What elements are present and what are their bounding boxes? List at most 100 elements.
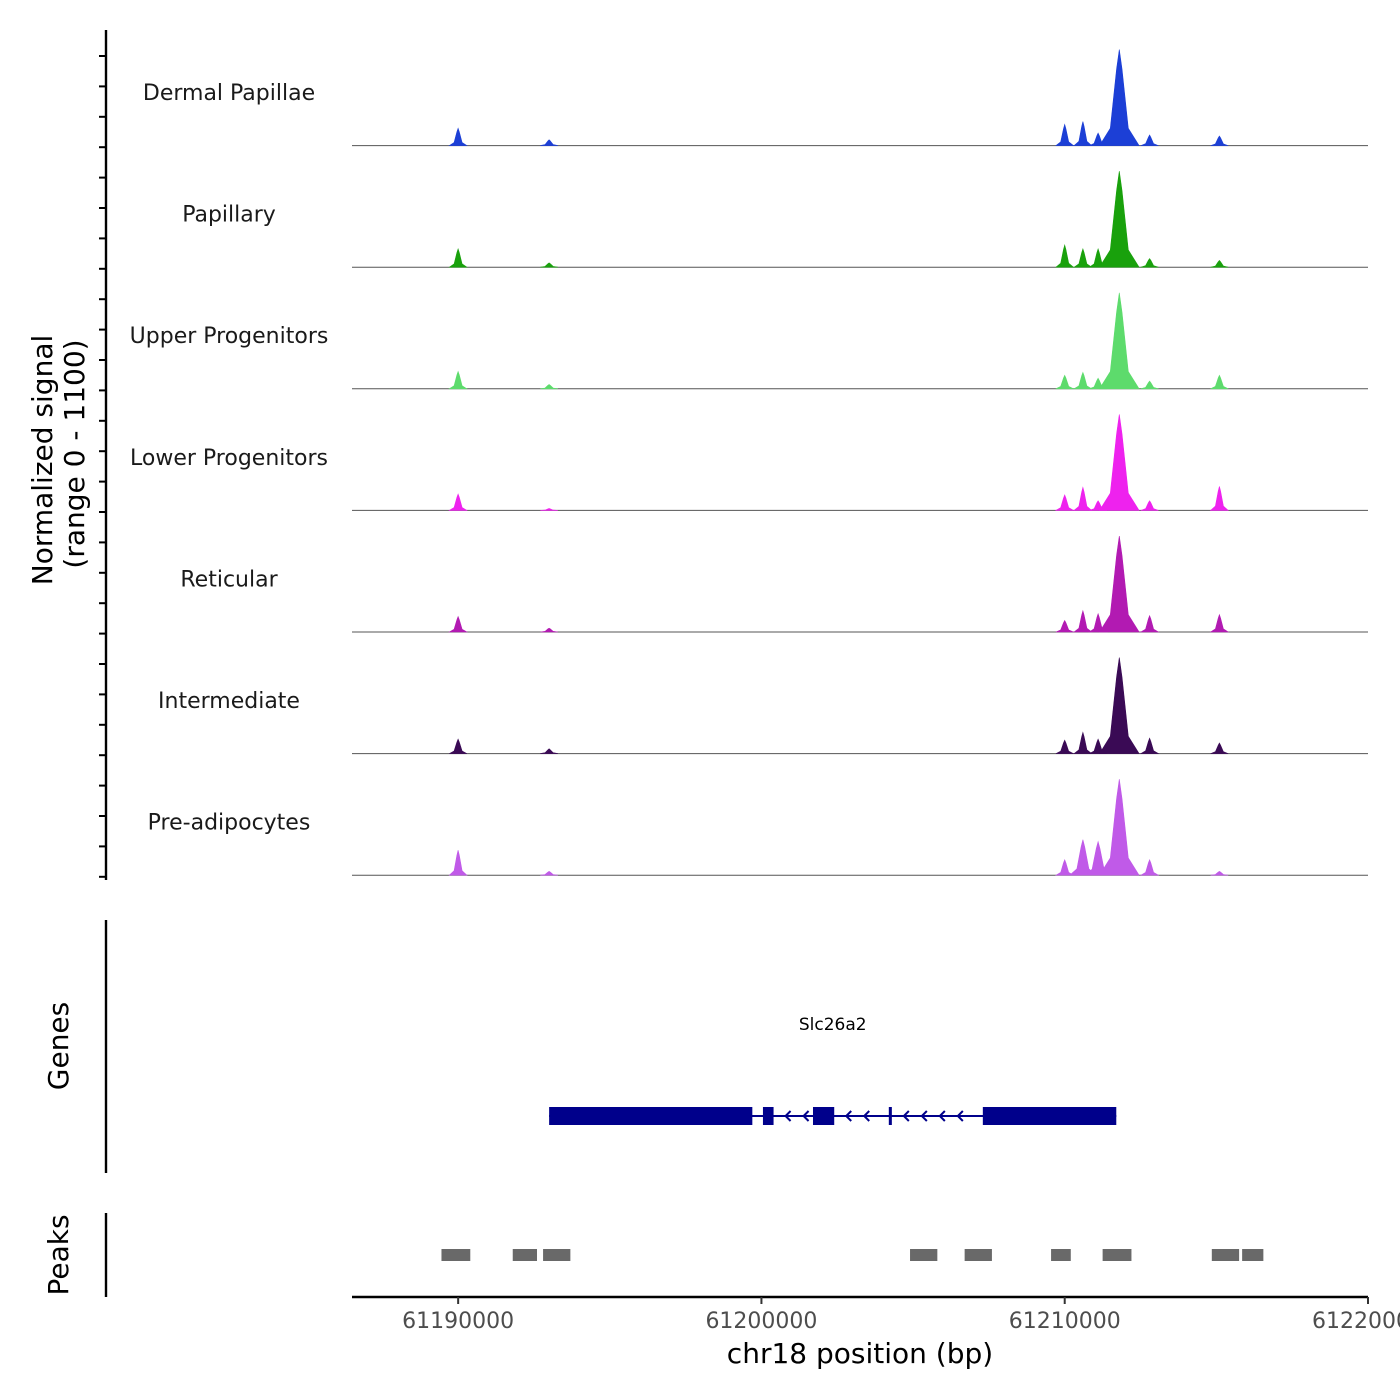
signal-peak [1073, 486, 1093, 511]
signal-peak [1140, 258, 1159, 268]
signal-peak [1073, 121, 1093, 146]
gene-model [549, 1107, 1117, 1125]
strand-arrow [784, 1110, 792, 1122]
x-tick-label: 61200000 [705, 1309, 817, 1334]
signal-peak [1098, 657, 1140, 754]
signal-peak [1210, 135, 1229, 146]
track-label: Lower Progenitors [130, 446, 328, 471]
signal-peak [1098, 171, 1140, 268]
x-axis-title: chr18 position (bp) [727, 1337, 993, 1370]
peak-region [1242, 1249, 1264, 1261]
signal-peak [1098, 779, 1140, 876]
signal-peak [1055, 374, 1074, 390]
signal-peak [1098, 292, 1140, 390]
strand-arrow [862, 1110, 870, 1122]
signal-peak [1210, 260, 1229, 268]
signal-peak [540, 262, 558, 268]
signal-peak [1054, 494, 1075, 511]
peak-region [441, 1249, 471, 1261]
signal-peak [1210, 374, 1229, 390]
y-axis-title-line1: Normalized signal [26, 335, 59, 586]
strand-arrow [920, 1110, 928, 1122]
strand-arrow [802, 1110, 810, 1122]
coverage-y-ticks [99, 55, 106, 878]
gene-exon [888, 1107, 892, 1125]
signal-peak [1098, 49, 1140, 146]
track-label: Intermediate [158, 689, 300, 714]
x-tick-label: 61220000 [1312, 1309, 1400, 1334]
track-label: Upper Progenitors [130, 324, 329, 349]
peak-region [1051, 1249, 1071, 1261]
track-reticular: Reticular [180, 535, 1368, 633]
signal-peak [448, 493, 468, 511]
peak-region [512, 1249, 538, 1261]
track-papillary: Papillary [182, 171, 1368, 268]
peak-regions [441, 1249, 1264, 1261]
track-intermediate: Intermediate [158, 657, 1368, 755]
peak-region [1211, 1249, 1240, 1261]
coverage-tracks: Dermal Papillae Papillary Upper Progenitor… [130, 49, 1368, 876]
strand-arrow [938, 1110, 946, 1122]
signal-peak [1209, 613, 1230, 633]
signal-peak [540, 384, 558, 390]
signal-peak [1139, 737, 1160, 754]
strand-arrow [844, 1110, 852, 1122]
gene-exon [762, 1107, 774, 1125]
signal-peak [1140, 134, 1159, 146]
signal-peak [1140, 380, 1159, 390]
signal-peak [448, 370, 468, 390]
track-label: Pre-adipocytes [148, 811, 311, 836]
gene-exon [982, 1107, 1117, 1125]
signal-peak [1073, 371, 1093, 390]
signal-peak [540, 139, 558, 146]
genes-track-title: Genes [42, 1002, 75, 1090]
signal-peak [540, 871, 558, 876]
signal-peak [1073, 609, 1093, 633]
signal-peak [540, 508, 558, 511]
track-label: Reticular [180, 567, 278, 592]
peaks-track-title: Peaks [42, 1214, 75, 1295]
signal-peak [1098, 414, 1140, 511]
signal-peak [1055, 739, 1074, 754]
track-pre-adipocytes: Pre-adipocytes [148, 779, 1368, 876]
signal-peak [1210, 742, 1229, 754]
peak-region [964, 1249, 992, 1261]
signal-peak [1139, 614, 1160, 633]
signal-peak [448, 248, 468, 268]
peak-region [910, 1249, 938, 1261]
signal-peak [1098, 535, 1140, 633]
signal-peak [1073, 731, 1093, 754]
signal-peak [540, 748, 558, 754]
peak-region [1102, 1249, 1132, 1261]
signal-peak [1140, 500, 1159, 511]
signal-peak [1210, 871, 1229, 876]
peak-region [543, 1249, 571, 1261]
track-label: Dermal Papillae [143, 81, 315, 106]
track-dermal-papillae: Dermal Papillae [143, 49, 1368, 147]
x-tick-label: 61210000 [1009, 1309, 1121, 1334]
strand-arrow [902, 1110, 910, 1122]
signal-peak [1139, 858, 1160, 876]
signal-peak [448, 127, 468, 146]
signal-peak [1209, 486, 1229, 511]
strand-arrow [956, 1110, 964, 1122]
track-label: Papillary [182, 203, 276, 228]
y-axis-title-line2: (range 0 - 1100) [58, 339, 91, 568]
x-tick-label: 61190000 [402, 1309, 514, 1334]
signal-peak [1055, 243, 1075, 268]
signal-peak [540, 627, 558, 633]
signal-peak [1055, 123, 1075, 146]
signal-peak [449, 738, 468, 754]
signal-peak [448, 615, 469, 633]
gene-exon [549, 1107, 753, 1125]
x-axis-ticks: 61190000 61200000 61210000 61220000 [402, 1297, 1400, 1334]
signal-peak [1055, 619, 1074, 633]
signal-peak [1073, 248, 1093, 268]
signal-peak [1054, 858, 1075, 876]
track-upper-progenitors: Upper Progenitors [130, 292, 1368, 390]
track-lower-progenitors: Lower Progenitors [130, 414, 1368, 511]
gene-name-label: Slc26a2 [799, 1015, 867, 1035]
signal-peak [448, 850, 468, 876]
gene-exon [812, 1107, 835, 1125]
